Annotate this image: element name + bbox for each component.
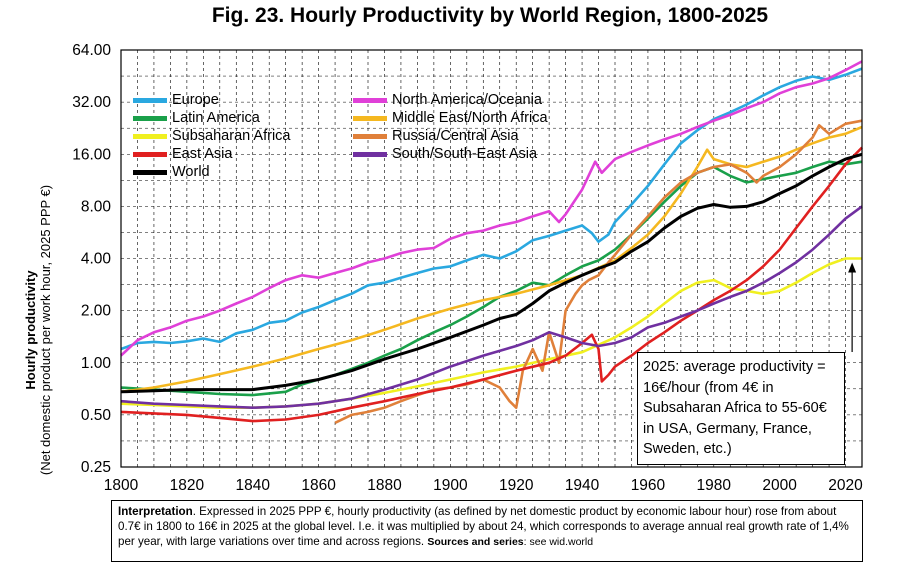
x-tick-label: 2020 [828, 477, 863, 494]
legend-label: Europe [172, 92, 219, 108]
x-tick-label: 1900 [433, 477, 468, 494]
legend-swatch [133, 133, 167, 139]
series-lines [120, 60, 863, 424]
y-tick-label: 64.00 [72, 42, 111, 59]
legend-label: Middle East/North Africa [392, 110, 548, 126]
x-tick-label: 2000 [762, 477, 797, 494]
legend-label: Subsaharan Africa [172, 128, 291, 144]
series-line-europe [120, 67, 863, 351]
y-tick-label: 1.00 [81, 355, 112, 372]
legend-col-1: Europe Latin America Subsaharan Africa E… [133, 91, 291, 181]
legend-label: North America/Oceania [392, 92, 542, 108]
interpretation-text: . Expressed in 2025 PPP €, hourly produc… [118, 505, 849, 548]
x-tick-label: 1880 [367, 477, 402, 494]
annotation-arrowhead [848, 262, 857, 273]
legend-swatch [133, 115, 167, 121]
x-tick-label: 1860 [301, 477, 336, 494]
legend-item: Latin America [133, 109, 291, 127]
legend-col-2: North America/Oceania Middle East/North … [353, 91, 548, 163]
y-tick-label: 2.00 [81, 303, 112, 320]
legend-swatch [133, 169, 167, 175]
x-tick-label: 1940 [565, 477, 600, 494]
x-tick-label: 1820 [170, 477, 205, 494]
legend-item: East Asia [133, 145, 291, 163]
legend-label: Russia/Central Asia [392, 128, 519, 144]
interpretation-label: Interpretation [118, 505, 193, 518]
series-line-middle-east-north-africa [120, 125, 863, 394]
annotation-box: 2025: average productivity = 16€/hour (f… [637, 352, 845, 465]
legend-item: Middle East/North Africa [353, 109, 548, 127]
y-tick-label: 0.50 [81, 407, 112, 424]
legend-item: South/South-East Asia [353, 145, 548, 163]
chart-plot: 1800 1820 1840 1860 1880 1900 1920 1940 1960 1980… [72, 42, 863, 494]
y-tick-label: 16.00 [72, 146, 111, 163]
x-tick-label: 1840 [235, 477, 270, 494]
x-tick-label: 1920 [499, 477, 534, 494]
legend-swatch [353, 115, 387, 121]
legend-swatch [133, 97, 167, 103]
y-tick-label: 32.00 [72, 94, 111, 111]
legend-item: Russia/Central Asia [353, 127, 548, 145]
chart-title: Fig. 23. Hourly Productivity by World Re… [211, 4, 769, 27]
axis-ticks: 1800 1820 1840 1860 1880 1900 1920 1940 1960 1980… [72, 42, 863, 494]
legend-swatch [353, 133, 387, 139]
series-line-north-america-oceania [120, 60, 863, 357]
sources-text: : see wid.world [523, 536, 594, 548]
x-tick-label: 1960 [631, 477, 666, 494]
legend-label: Latin America [172, 110, 260, 126]
legend-label: South/South-East Asia [392, 146, 538, 162]
interpretation-box: Interpretation. Expressed in 2025 PPP €,… [111, 500, 863, 562]
legend-item: World [133, 163, 291, 181]
series-line-east-asia [120, 146, 863, 423]
legend-swatch [353, 151, 387, 157]
legend-item: Europe [133, 91, 291, 109]
legend-swatch [353, 97, 387, 103]
x-tick-label: 1800 [104, 477, 139, 494]
legend-label: World [172, 164, 210, 180]
y-tick-label: 8.00 [81, 198, 112, 215]
x-tick-label: 1980 [697, 477, 732, 494]
sources-label: Sources and series [427, 536, 524, 548]
legend-item: North America/Oceania [353, 91, 548, 109]
y-tick-label: 0.25 [81, 459, 111, 476]
series-line-south-south-east-asia [120, 205, 863, 409]
legend-item: Subsaharan Africa [133, 127, 291, 145]
legend-swatch [133, 151, 167, 157]
legend-label: East Asia [172, 146, 233, 162]
series-line-world [120, 152, 863, 394]
y-tick-label: 4.00 [81, 251, 112, 268]
plot-frame [120, 49, 863, 468]
